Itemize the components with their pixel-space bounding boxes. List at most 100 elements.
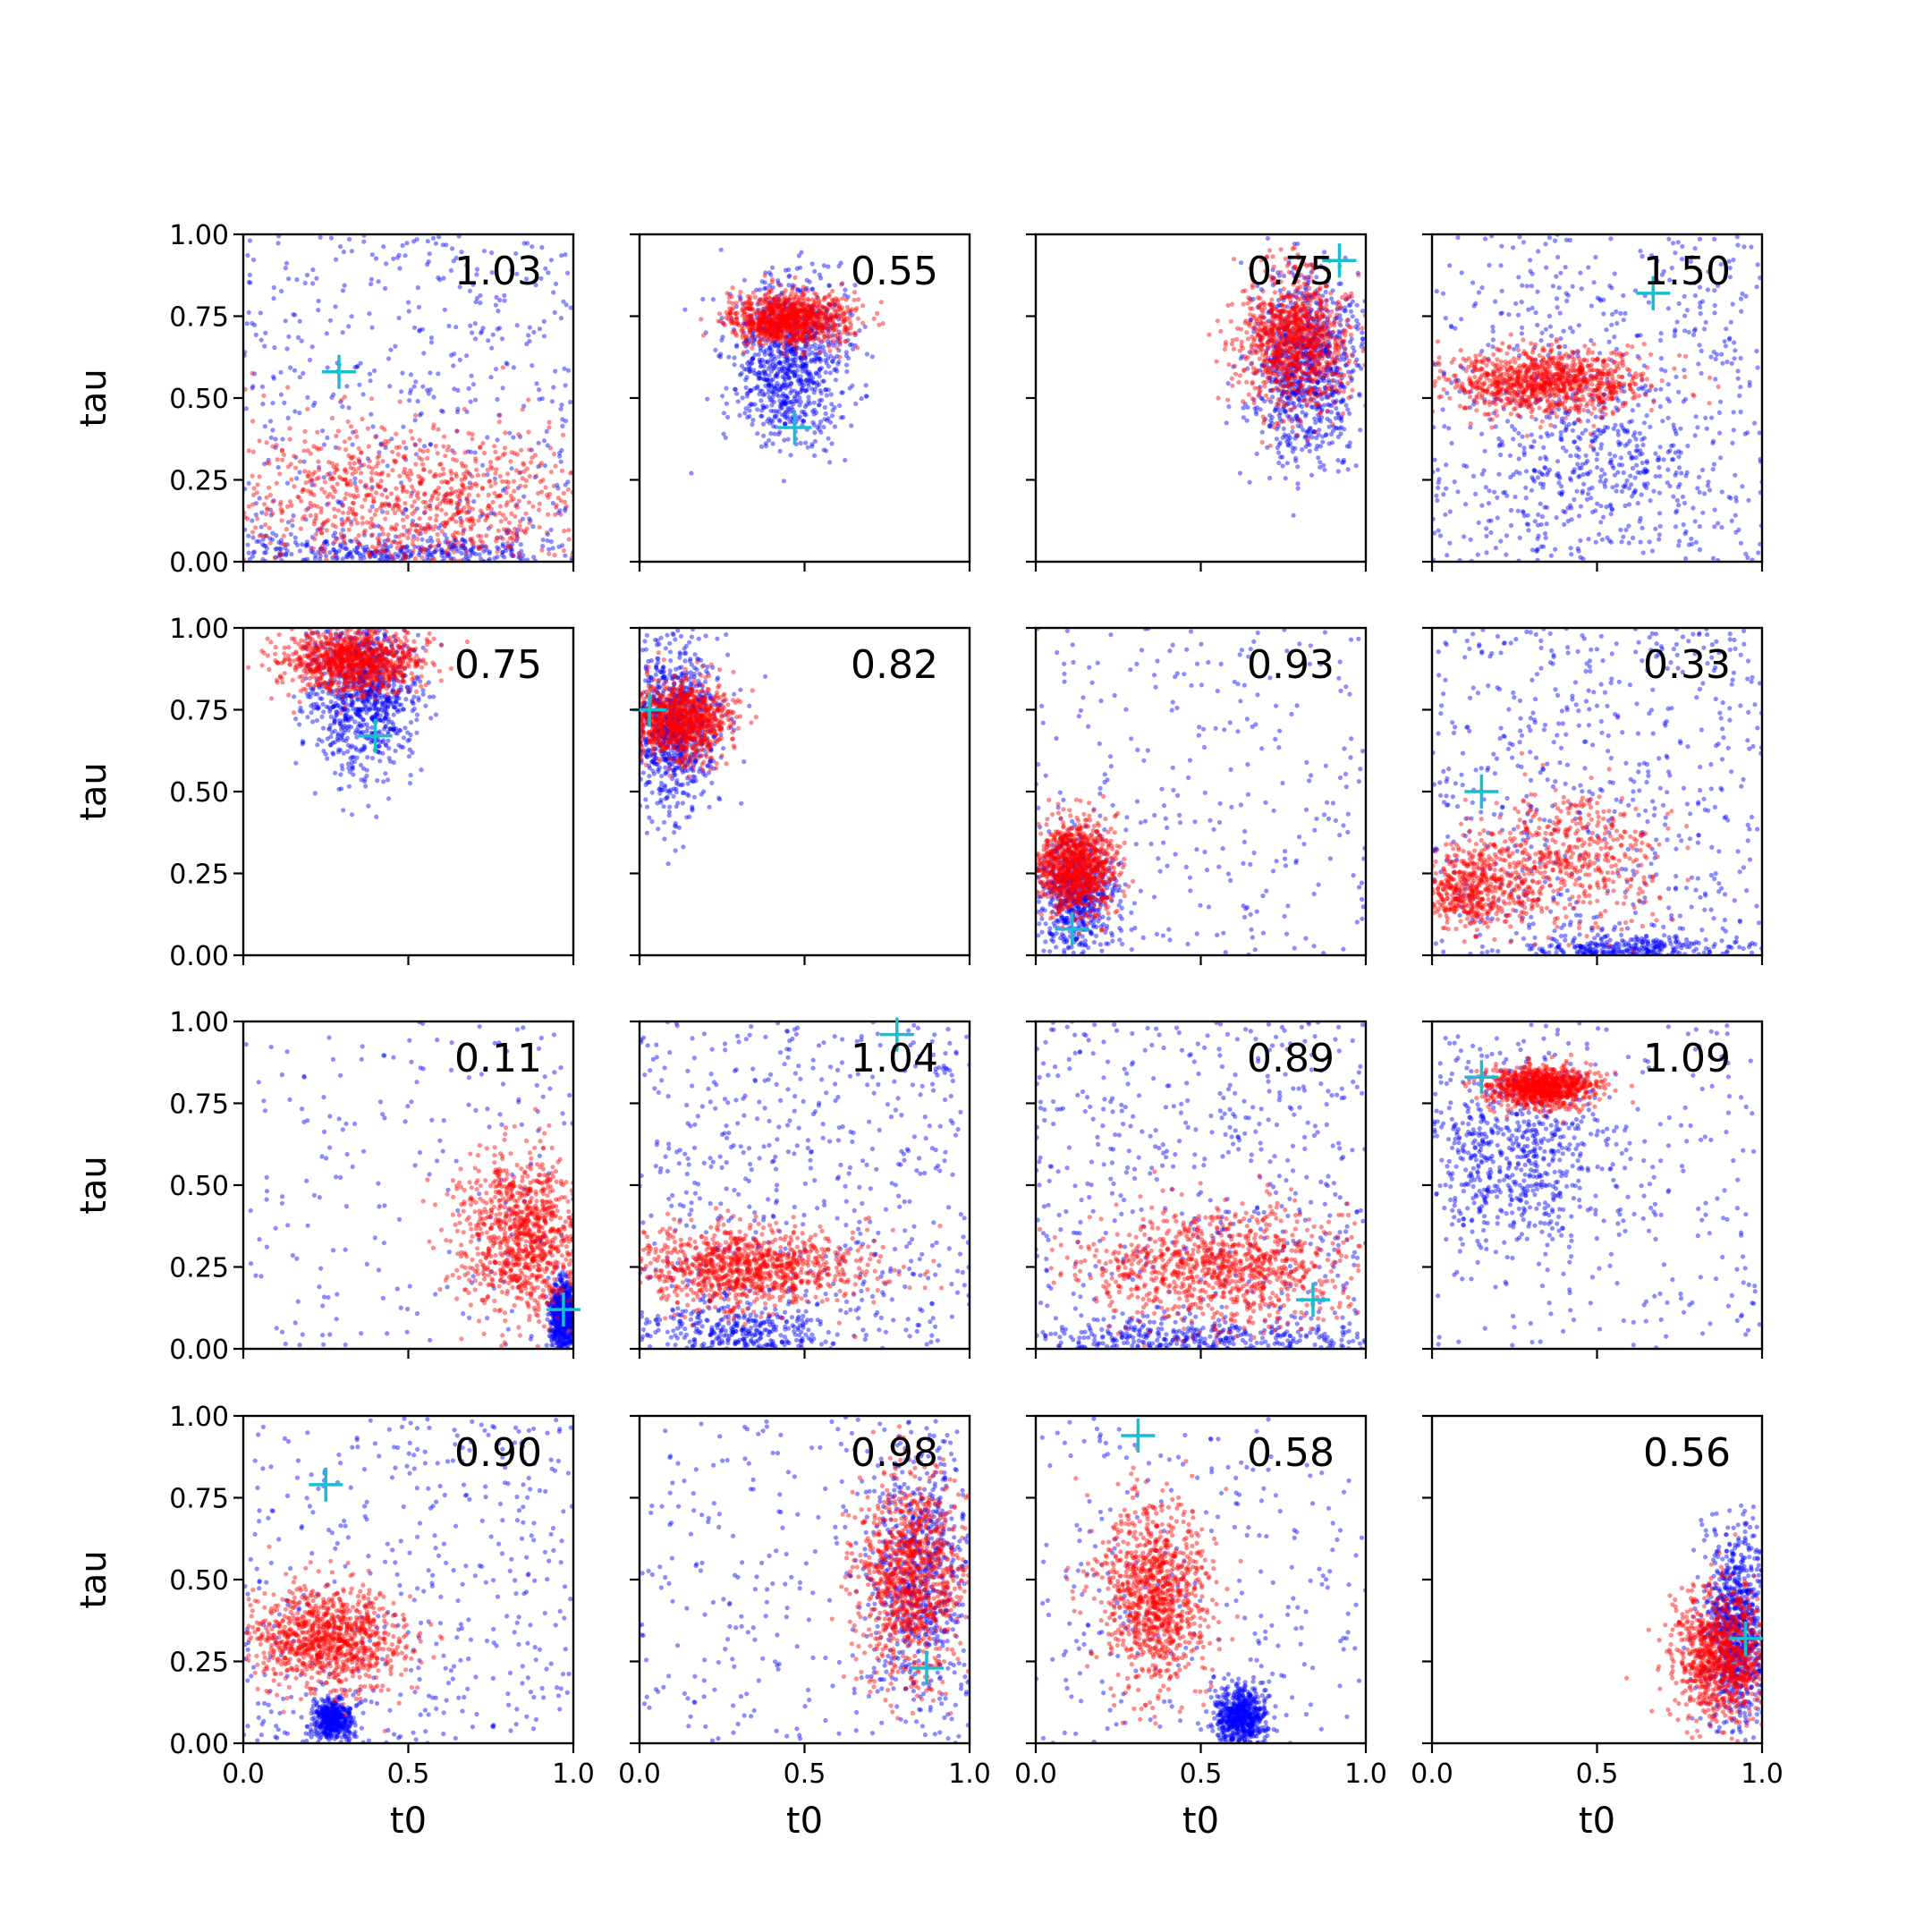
blue-point: [1275, 407, 1281, 412]
red-point: [1276, 352, 1282, 357]
red-point: [251, 486, 257, 491]
blue-point: [1298, 337, 1303, 343]
red-point: [558, 498, 564, 504]
blue-point: [446, 552, 452, 557]
red-point: [769, 324, 775, 329]
red-point: [1292, 339, 1299, 344]
red-point: [558, 512, 564, 517]
red-point: [1304, 290, 1309, 295]
blue-point: [743, 320, 749, 326]
red-point: [396, 497, 402, 503]
blue-point: [381, 244, 386, 250]
red-point: [322, 549, 327, 555]
blue-point: [844, 369, 850, 374]
red-point: [478, 546, 483, 551]
blue-point: [1345, 317, 1351, 323]
red-point: [741, 306, 746, 311]
blue-point: [412, 442, 418, 447]
blue-point: [772, 365, 777, 370]
blue-point: [335, 499, 341, 504]
red-point: [281, 452, 286, 457]
blue-point: [1274, 348, 1279, 353]
blue-point: [347, 538, 353, 544]
red-point: [1291, 335, 1296, 341]
red-point: [509, 498, 514, 504]
red-point: [843, 339, 849, 344]
red-point: [777, 328, 783, 334]
blue-point: [830, 333, 835, 338]
blue-point: [1282, 383, 1287, 389]
red-point: [757, 311, 763, 317]
red-point: [849, 322, 854, 327]
blue-point: [504, 361, 510, 367]
red-point: [1288, 309, 1293, 315]
blue-point: [1276, 327, 1282, 333]
red-point: [769, 324, 775, 329]
blue-point: [808, 378, 813, 384]
blue-point: [428, 503, 433, 509]
red-point: [805, 302, 810, 308]
red-point: [794, 324, 800, 329]
blue-point: [775, 380, 780, 386]
red-point: [1273, 379, 1278, 385]
blue-point: [1329, 392, 1335, 397]
red-point: [470, 482, 475, 487]
red-point: [408, 468, 413, 473]
blue-point: [386, 502, 391, 507]
red-point: [771, 328, 776, 334]
blue-point: [425, 548, 431, 554]
blue-point: [304, 539, 309, 545]
blue-point: [761, 405, 767, 411]
blue-point: [1283, 410, 1288, 415]
red-point: [517, 523, 522, 529]
blue-point: [783, 421, 788, 427]
blue-point: [835, 336, 841, 342]
red-point: [356, 532, 361, 538]
blue-point: [1313, 391, 1318, 397]
blue-point: [1289, 360, 1294, 366]
blue-point: [792, 360, 798, 366]
blue-point: [1327, 419, 1333, 424]
blue-point: [1346, 294, 1352, 300]
red-point: [740, 332, 745, 337]
blue-point: [440, 242, 445, 248]
red-point: [793, 311, 800, 317]
red-point: [1259, 347, 1265, 352]
blue-point: [1294, 336, 1300, 343]
blue-point: [782, 301, 787, 306]
blue-point: [283, 266, 288, 271]
blue-point: [851, 346, 856, 352]
red-point: [791, 302, 796, 308]
red-point: [767, 303, 773, 309]
red-point: [761, 334, 767, 339]
blue-point: [251, 549, 258, 555]
blue-point: [826, 342, 832, 347]
blue-point: [766, 386, 771, 392]
blue-point: [797, 402, 802, 408]
red-point: [1257, 326, 1262, 332]
red-point: [392, 458, 397, 463]
red-point: [822, 334, 827, 339]
red-point: [1292, 352, 1298, 357]
red-point: [762, 306, 767, 311]
red-point: [775, 331, 780, 336]
red-point: [1270, 315, 1275, 320]
blue-point: [784, 319, 789, 325]
red-point: [538, 462, 543, 468]
red-point: [487, 503, 492, 508]
blue-point: [488, 511, 494, 516]
red-point: [725, 317, 731, 322]
blue-point: [1334, 405, 1339, 411]
red-point: [1271, 338, 1276, 343]
blue-point: [565, 270, 571, 275]
red-point: [343, 496, 348, 502]
blue-point: [1338, 281, 1343, 286]
red-point: [339, 521, 344, 526]
blue-point: [784, 304, 789, 310]
red-point: [816, 326, 821, 331]
blue-point: [553, 281, 559, 286]
red-point: [462, 450, 468, 455]
blue-point: [789, 380, 794, 386]
red-point: [250, 473, 255, 479]
red-point: [783, 313, 788, 318]
